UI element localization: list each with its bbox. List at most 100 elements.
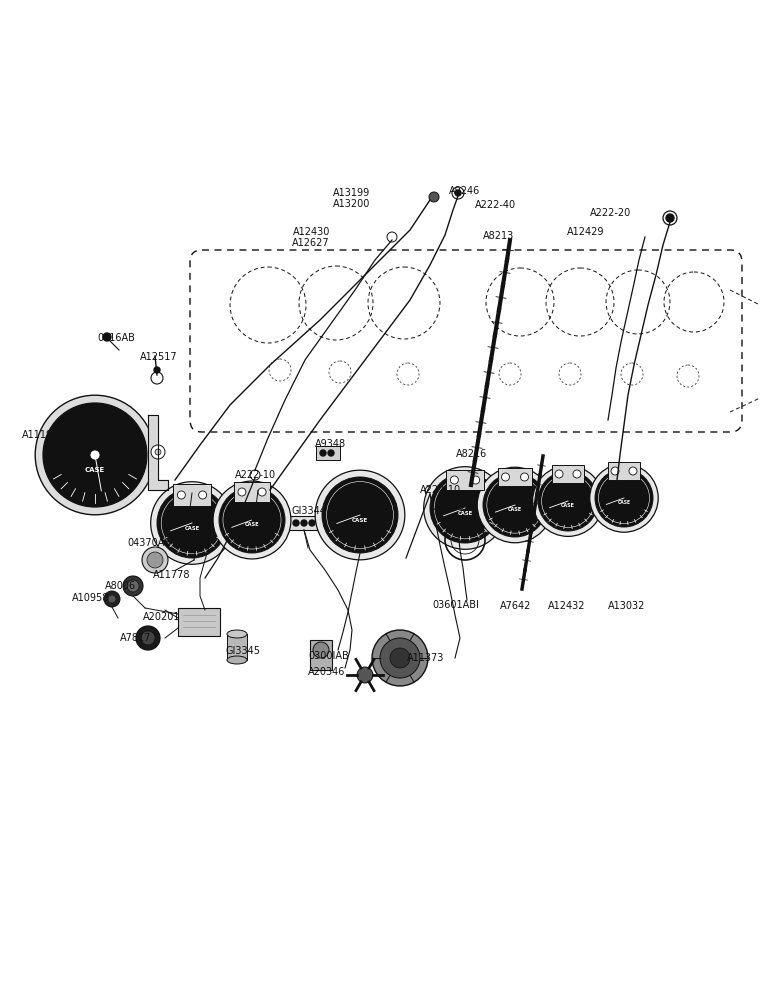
Circle shape — [108, 595, 116, 603]
Text: A11778: A11778 — [153, 570, 191, 580]
Circle shape — [127, 580, 139, 592]
Circle shape — [455, 190, 461, 196]
Text: A11190: A11190 — [22, 430, 59, 440]
Text: CASE: CASE — [85, 467, 105, 473]
Text: A12432: A12432 — [548, 601, 585, 611]
Bar — [178, 608, 220, 636]
Text: A12430: A12430 — [293, 227, 330, 237]
Bar — [288, 516, 320, 530]
Circle shape — [141, 631, 155, 645]
Circle shape — [151, 445, 165, 459]
Bar — [227, 634, 247, 660]
Circle shape — [430, 473, 500, 543]
Text: A13199: A13199 — [333, 188, 370, 198]
Text: A8006: A8006 — [105, 581, 136, 591]
Circle shape — [357, 667, 373, 683]
Text: A7642: A7642 — [500, 601, 531, 611]
Text: CASE: CASE — [618, 500, 631, 505]
Ellipse shape — [227, 656, 247, 664]
Circle shape — [322, 477, 398, 553]
Text: CASE: CASE — [508, 507, 522, 512]
Bar — [310, 640, 332, 670]
Circle shape — [595, 469, 653, 527]
Circle shape — [104, 591, 120, 607]
Circle shape — [424, 467, 506, 549]
Text: A13032: A13032 — [608, 601, 645, 611]
Text: 0300IAB: 0300IAB — [308, 651, 349, 661]
Circle shape — [301, 520, 307, 526]
Circle shape — [533, 466, 604, 536]
Circle shape — [502, 473, 510, 481]
Bar — [234, 482, 270, 502]
Text: A12431: A12431 — [434, 502, 472, 512]
Circle shape — [538, 471, 598, 531]
Text: 0343ICS: 0343ICS — [235, 536, 276, 546]
Bar — [552, 465, 584, 483]
Text: A20201: A20201 — [143, 612, 181, 622]
Circle shape — [155, 449, 161, 455]
Circle shape — [590, 464, 659, 532]
Circle shape — [429, 192, 439, 202]
Circle shape — [293, 520, 299, 526]
Text: GI3344: GI3344 — [292, 506, 327, 516]
Polygon shape — [148, 415, 168, 490]
Circle shape — [136, 626, 160, 650]
Text: A222-20: A222-20 — [590, 208, 631, 218]
Circle shape — [157, 488, 227, 558]
Text: A12517: A12517 — [140, 352, 178, 362]
Circle shape — [147, 552, 163, 568]
Circle shape — [472, 476, 479, 484]
Circle shape — [309, 520, 315, 526]
Bar — [173, 484, 211, 506]
Circle shape — [666, 214, 674, 222]
Text: A12429: A12429 — [567, 227, 604, 237]
Circle shape — [328, 450, 334, 456]
Circle shape — [142, 547, 168, 573]
Circle shape — [151, 482, 233, 564]
Circle shape — [36, 395, 155, 515]
Text: A9246: A9246 — [449, 186, 480, 196]
Circle shape — [313, 642, 329, 658]
Bar — [446, 470, 484, 490]
Circle shape — [154, 367, 160, 373]
Text: A10958: A10958 — [72, 593, 110, 603]
Text: 0616AB: 0616AB — [97, 333, 135, 343]
Circle shape — [320, 450, 326, 456]
Text: 04370AB: 04370AB — [127, 538, 171, 548]
Text: A20346: A20346 — [308, 667, 345, 677]
Circle shape — [103, 333, 111, 341]
Circle shape — [450, 476, 459, 484]
Text: A222-10: A222-10 — [420, 485, 461, 495]
Circle shape — [213, 481, 291, 559]
Circle shape — [483, 473, 547, 537]
Circle shape — [611, 467, 619, 475]
Text: A8216: A8216 — [456, 449, 487, 459]
Circle shape — [178, 491, 185, 499]
Circle shape — [520, 473, 529, 481]
Bar — [608, 462, 640, 480]
Circle shape — [258, 488, 266, 496]
Circle shape — [123, 576, 143, 596]
Circle shape — [573, 470, 581, 478]
Text: A12627: A12627 — [293, 238, 330, 248]
Text: A222-10: A222-10 — [235, 470, 276, 480]
Text: A8213: A8213 — [483, 231, 514, 241]
Circle shape — [90, 450, 100, 460]
Text: CASE: CASE — [352, 518, 368, 523]
Bar — [316, 446, 340, 460]
Text: A9348: A9348 — [315, 439, 346, 449]
Text: A13200: A13200 — [333, 199, 370, 209]
Circle shape — [198, 491, 207, 499]
Circle shape — [555, 470, 563, 478]
Ellipse shape — [227, 630, 247, 638]
Circle shape — [219, 487, 285, 553]
Circle shape — [380, 638, 420, 678]
Text: A7817: A7817 — [120, 633, 151, 643]
Circle shape — [629, 467, 637, 475]
Circle shape — [238, 488, 246, 496]
Circle shape — [43, 403, 147, 507]
Circle shape — [390, 648, 410, 668]
Text: CASE: CASE — [561, 503, 575, 508]
Circle shape — [477, 467, 553, 543]
Text: CASE: CASE — [185, 526, 200, 531]
